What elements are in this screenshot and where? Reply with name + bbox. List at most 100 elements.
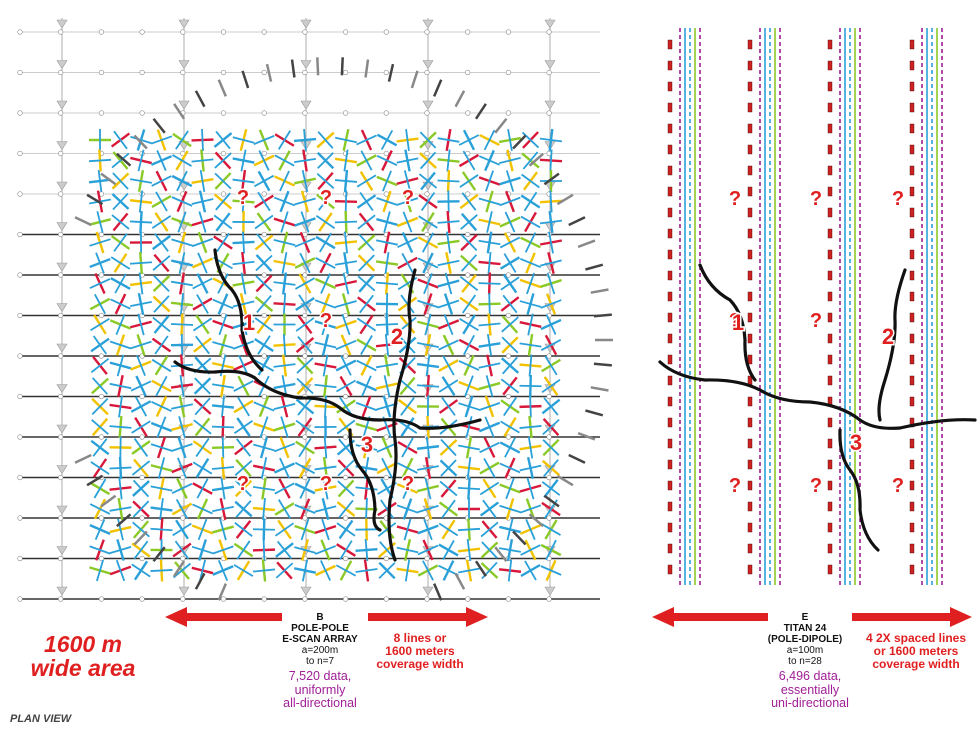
question-mark: ? <box>892 475 904 497</box>
dipole-mark <box>381 457 393 479</box>
zone-label-3: 3 <box>361 432 373 457</box>
dipole-mark <box>179 374 185 398</box>
dipole-mark <box>463 334 475 356</box>
electrode-marker <box>909 207 915 218</box>
dipole-mark <box>234 522 253 537</box>
dipole-mark <box>485 375 494 397</box>
right-data-3: uni-directional <box>771 696 849 710</box>
grid-node <box>261 596 267 602</box>
dipole-mark <box>442 539 455 561</box>
electrode-marker <box>667 165 673 176</box>
dipole-mark <box>192 277 213 290</box>
grid-node <box>424 272 430 278</box>
electrode-marker <box>667 459 673 470</box>
grid-node <box>424 596 430 602</box>
dipole-mark <box>499 157 521 164</box>
grid-node <box>505 596 512 602</box>
dipole-mark <box>356 317 377 332</box>
dipole-mark <box>383 375 391 397</box>
dipole-mark <box>191 237 214 248</box>
grid-node <box>343 474 349 481</box>
electrode-marker <box>667 312 673 323</box>
dipole-mark <box>440 459 457 477</box>
electrode-marker <box>747 543 753 554</box>
dipole-mark <box>255 275 273 292</box>
dipole-mark <box>112 172 129 190</box>
dipole-mark <box>320 560 331 581</box>
grid-node <box>465 231 471 238</box>
dipole-mark <box>417 504 439 514</box>
dipole-mark <box>294 504 316 514</box>
dipole-mark <box>220 477 226 500</box>
dipole-mark <box>152 255 171 271</box>
dipole-mark <box>172 154 192 167</box>
dipole-mark <box>93 478 107 499</box>
grid-node <box>546 393 552 400</box>
dipole-mark <box>500 420 520 434</box>
grid-node <box>261 110 267 116</box>
width-arrows <box>165 607 972 627</box>
electrode-marker <box>827 228 833 239</box>
dipole-mark <box>92 335 108 355</box>
dipole-mark <box>196 294 209 314</box>
dipole-mark <box>221 436 225 459</box>
grid-node <box>546 515 552 521</box>
dipole-mark <box>130 301 152 307</box>
dipole-mark <box>277 499 292 519</box>
right-survey-lines <box>667 28 943 585</box>
electrode-marker <box>667 144 673 155</box>
grid-node <box>465 312 471 319</box>
question-mark: ? <box>320 473 332 495</box>
dipole-mark <box>334 179 358 183</box>
grid-node <box>505 312 512 319</box>
dipole-mark <box>109 425 132 429</box>
grid-node <box>261 69 267 76</box>
electrode-marker <box>747 354 753 365</box>
electrode-marker <box>747 81 753 92</box>
grid-node <box>343 393 349 400</box>
dipole-mark <box>528 354 533 377</box>
dipole-mark <box>94 293 106 315</box>
electrode-marker <box>747 249 753 260</box>
dipole-mark <box>152 316 171 333</box>
dipole-mark <box>295 419 315 435</box>
grid-node <box>465 69 471 76</box>
grid-node <box>58 272 64 278</box>
dipole-mark <box>519 300 542 308</box>
grid-node <box>546 29 552 35</box>
dipole-mark <box>483 457 496 479</box>
electrode-marker <box>747 207 753 218</box>
grid-node <box>343 353 349 359</box>
dipole-mark <box>109 340 132 350</box>
electrode-marker <box>747 60 753 71</box>
dipole-mark <box>90 317 110 332</box>
dipole-mark <box>484 170 495 192</box>
dipole-mark <box>440 438 457 457</box>
dipole-mark <box>478 239 501 246</box>
outer-dipole-mark <box>241 70 250 89</box>
electrode-symbol <box>300 60 312 70</box>
dipole-mark <box>298 294 312 314</box>
dipole-mark <box>417 342 439 348</box>
dipole-mark <box>301 170 309 192</box>
dipole-mark <box>419 151 437 170</box>
dipole-mark <box>519 257 542 269</box>
grid-node <box>17 474 23 481</box>
electrode-marker <box>909 39 915 50</box>
outer-dipole-mark <box>340 57 344 76</box>
dipole-mark <box>232 300 255 308</box>
dipole-mark <box>542 418 560 436</box>
dipole-mark <box>293 157 317 164</box>
dipole-mark <box>339 540 353 560</box>
dipole-mark <box>315 257 336 269</box>
grid-node <box>546 110 552 116</box>
dipole-mark <box>89 278 111 289</box>
outer-dipole-mark <box>100 494 117 508</box>
dipole-mark <box>94 519 106 540</box>
dipole-mark <box>153 274 170 293</box>
grid-node <box>139 474 145 481</box>
dipole-mark <box>132 479 150 498</box>
dipole-mark <box>478 322 501 327</box>
electrode-marker <box>909 564 915 575</box>
